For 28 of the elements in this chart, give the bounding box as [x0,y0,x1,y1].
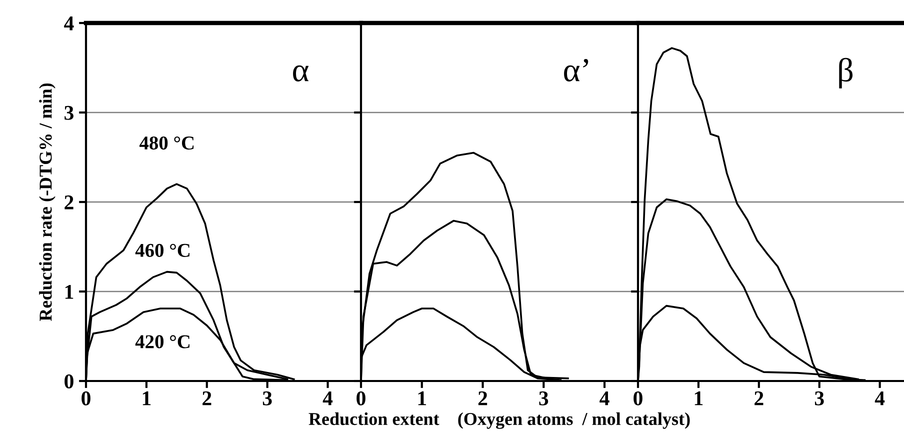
x-tick-label: 4 [600,391,610,406]
x-tick-label: 3 [262,391,272,406]
x-tick-label: 2 [202,391,212,406]
y-tick-label: 0 [64,374,74,388]
y-tick-label: 3 [64,106,74,120]
y-axis-title: Reduction rate (-DTG% / min) [39,83,56,322]
x-tick-label: 1 [418,391,426,406]
x-tick-label: 2 [754,391,764,406]
y-tick-label: 1 [65,284,74,299]
annotation: 420 °C [135,335,190,348]
x-tick-label: 4 [874,391,885,406]
x-tick-label: 3 [539,391,548,406]
text: α’ [564,58,588,82]
x-tick-label: 1 [142,391,151,406]
x-tick-label: 1 [694,391,703,406]
x-tick-label: 3 [814,391,824,406]
x-tick-label: 0 [356,391,366,406]
x-tick-label: 4 [322,391,333,406]
x-axis-title: Reduction extent (Oxygen atoms / mol catalyst) [308,412,690,429]
annotation: 480 °C [139,136,194,150]
y-tick-label: 2 [64,195,74,210]
x-tick-label: 2 [478,391,488,406]
y-tick-label: 4 [64,16,74,30]
x-tick-label: 0 [82,391,90,406]
annotation: 460 °C [135,244,190,257]
x-tick-label: 0 [634,391,642,406]
text: α [293,65,308,82]
text: β [839,58,853,88]
